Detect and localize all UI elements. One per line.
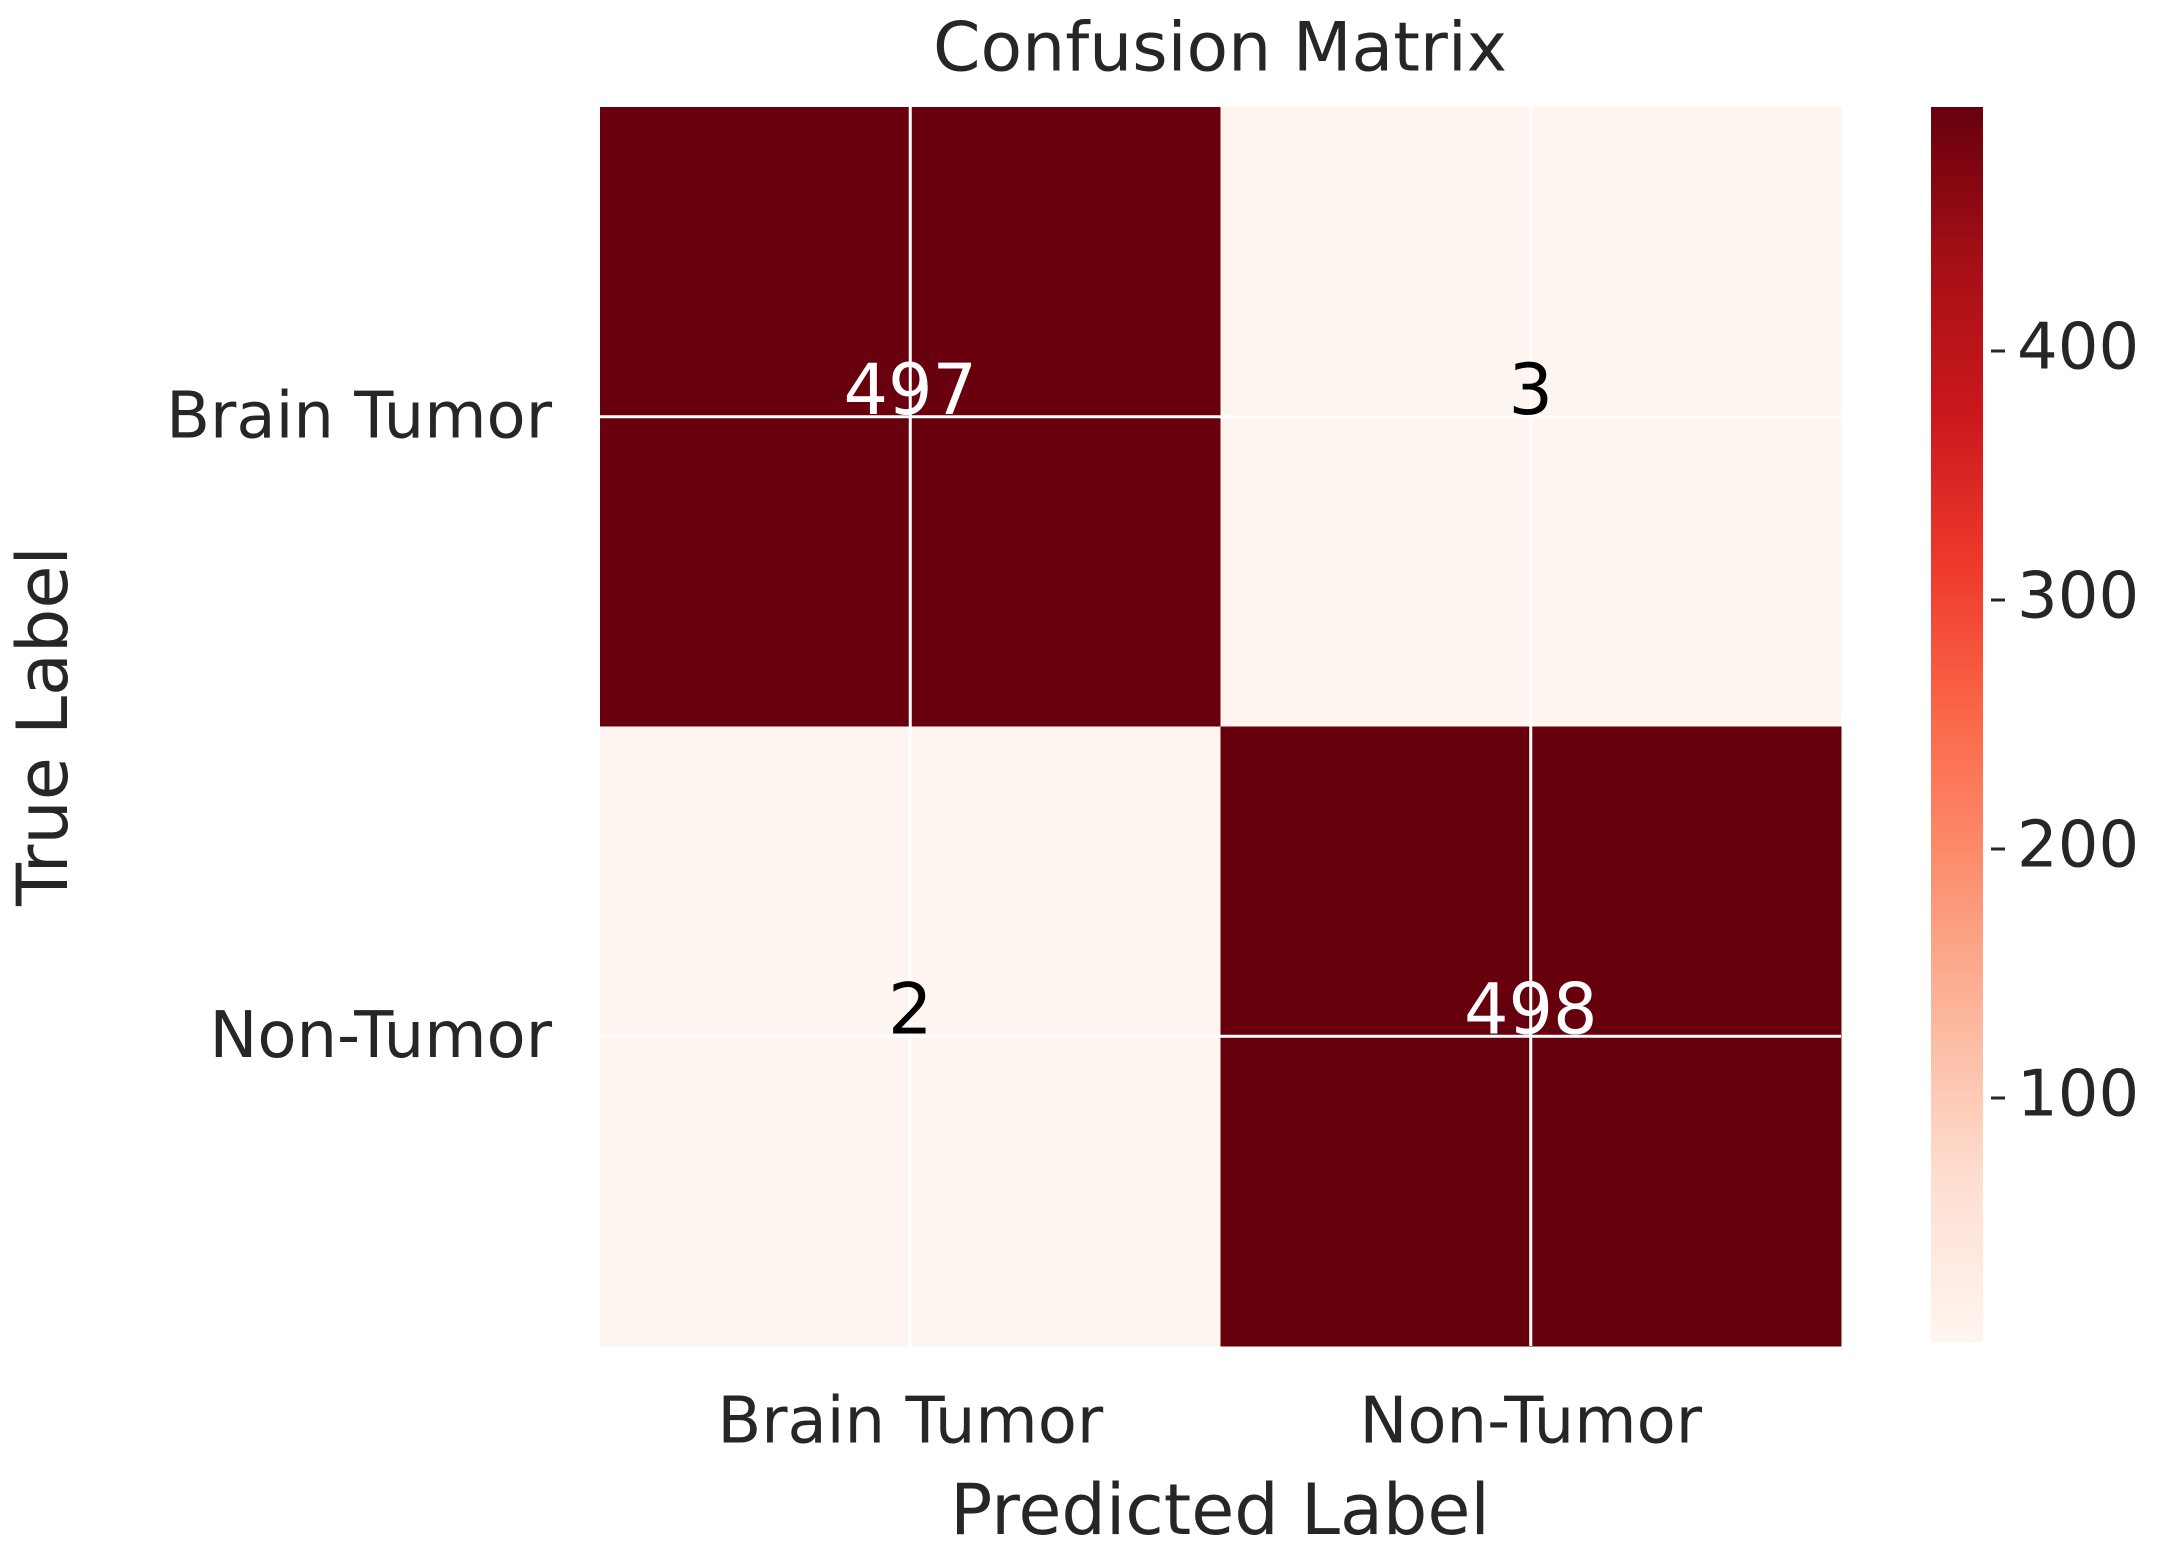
colorbar (1931, 107, 1983, 1342)
cell-value-label: 3 (1508, 349, 1553, 431)
cell-value-label: 497 (843, 349, 977, 431)
colorbar-tick-label: 200 (2017, 809, 2139, 883)
cell-value-label: 2 (888, 968, 933, 1050)
colorbar-tick-label: 100 (2017, 1058, 2139, 1132)
colorbar-tick-label: 300 (2017, 560, 2139, 634)
chart-title: Confusion Matrix (933, 9, 1507, 88)
cell-value-label: 498 (1464, 968, 1598, 1050)
x-tick-label: Brain Tumor (717, 1385, 1104, 1459)
colorbar-tick-label: 400 (2017, 311, 2139, 385)
x-tick-label: Non-Tumor (1359, 1385, 1702, 1459)
y-tick-label: Brain Tumor (166, 379, 553, 453)
y-tick-label: Non-Tumor (209, 999, 552, 1073)
y-axis-label: True Label (2, 546, 84, 907)
x-axis-label: Predicted Label (950, 1469, 1490, 1551)
